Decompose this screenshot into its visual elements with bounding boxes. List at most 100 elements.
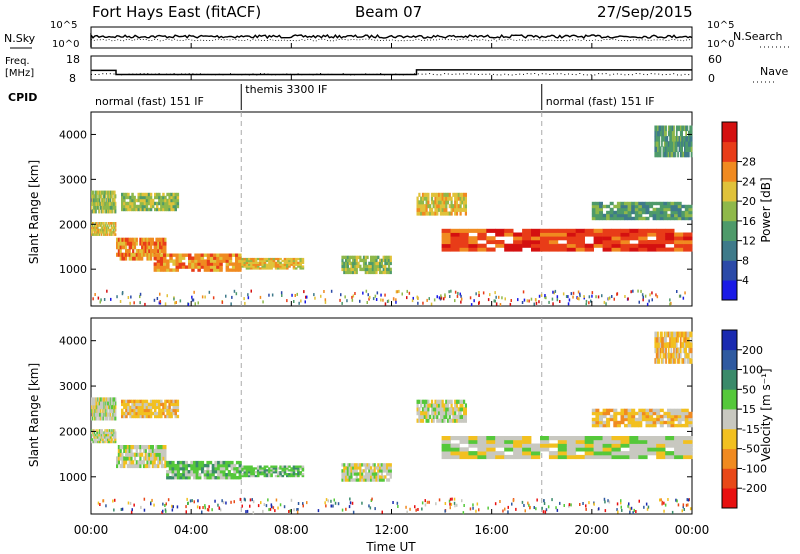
range-cell bbox=[688, 213, 693, 218]
range-cell bbox=[115, 222, 117, 225]
range-cell bbox=[103, 436, 105, 439]
range-cell bbox=[248, 267, 251, 270]
nave-point bbox=[646, 74, 648, 76]
ground-scatter-cell bbox=[414, 505, 416, 509]
range-cell bbox=[156, 411, 159, 416]
ground-scatter-cell bbox=[689, 507, 692, 511]
range-cell bbox=[154, 195, 157, 200]
range-cell bbox=[129, 414, 132, 419]
range-cell bbox=[113, 436, 115, 439]
range-cell bbox=[348, 472, 351, 476]
range-cell bbox=[108, 226, 110, 230]
range-cell bbox=[272, 471, 276, 474]
range-cell bbox=[129, 411, 132, 416]
range-cell bbox=[274, 474, 278, 478]
range-cell bbox=[448, 196, 451, 201]
range-cell bbox=[673, 125, 675, 132]
colorbar-swatch bbox=[722, 122, 737, 143]
range-cell bbox=[665, 232, 675, 237]
range-cell bbox=[184, 467, 188, 471]
range-cell bbox=[109, 431, 112, 435]
nave-point bbox=[609, 74, 611, 76]
range-cell bbox=[661, 358, 663, 364]
range-cell bbox=[357, 466, 360, 470]
ground-scatter-cell bbox=[380, 293, 382, 297]
range-cell bbox=[450, 443, 460, 448]
range-cell bbox=[420, 403, 423, 408]
range-cell bbox=[641, 408, 646, 413]
range-cell bbox=[345, 472, 348, 476]
range-cell bbox=[168, 201, 171, 206]
range-cell bbox=[654, 136, 657, 142]
range-cell bbox=[277, 473, 280, 476]
range-cell bbox=[425, 211, 428, 216]
range-cell bbox=[665, 240, 675, 245]
range-cell bbox=[107, 405, 109, 410]
range-cell bbox=[602, 236, 612, 241]
range-cell bbox=[98, 431, 100, 435]
range-cell bbox=[659, 201, 664, 206]
range-cell bbox=[362, 258, 366, 263]
range-cell bbox=[164, 445, 167, 450]
range-cell bbox=[688, 342, 690, 348]
range-cell bbox=[443, 403, 446, 408]
range-cell bbox=[387, 463, 391, 467]
range-cell bbox=[557, 243, 568, 248]
range-cell bbox=[627, 417, 632, 422]
ground-scatter-cell bbox=[119, 300, 122, 303]
range-cell bbox=[114, 433, 116, 437]
range-cell bbox=[245, 257, 249, 261]
ground-scatter-cell bbox=[156, 297, 159, 300]
range-cell bbox=[155, 237, 158, 242]
range-cell bbox=[102, 438, 104, 441]
range-cell bbox=[656, 201, 661, 206]
range-cell bbox=[443, 418, 446, 423]
range-cell bbox=[105, 224, 107, 227]
range-cell bbox=[230, 473, 234, 477]
range-cell bbox=[110, 408, 112, 413]
range-cell bbox=[434, 204, 437, 209]
range-cell bbox=[438, 418, 441, 423]
range-cell bbox=[149, 207, 153, 212]
range-cell bbox=[663, 130, 666, 137]
range-cell bbox=[174, 399, 177, 404]
ytick-label: 2000 bbox=[59, 218, 87, 231]
range-cell bbox=[441, 211, 444, 216]
range-cell bbox=[250, 259, 253, 263]
range-cell bbox=[133, 198, 136, 203]
range-cell bbox=[114, 194, 116, 199]
range-cell bbox=[137, 414, 140, 419]
range-cell bbox=[461, 414, 464, 419]
range-cell bbox=[647, 240, 657, 245]
range-cell bbox=[436, 411, 439, 416]
nave-point bbox=[631, 74, 633, 76]
ground-scatter-cell bbox=[478, 291, 480, 294]
range-cell bbox=[245, 469, 249, 472]
range-cell bbox=[575, 454, 585, 460]
nave-point bbox=[492, 73, 494, 75]
range-cell bbox=[143, 192, 147, 197]
ground-scatter-cell bbox=[440, 294, 442, 298]
range-cell bbox=[109, 405, 112, 410]
range-cell bbox=[678, 136, 681, 142]
range-cell bbox=[613, 216, 618, 221]
nave-point bbox=[151, 73, 153, 75]
range-cell bbox=[231, 262, 236, 266]
ground-scatter-cell bbox=[173, 297, 175, 301]
range-cell bbox=[143, 414, 147, 419]
range-cell bbox=[151, 463, 154, 469]
range-cell bbox=[609, 414, 614, 419]
range-cell bbox=[100, 224, 103, 227]
range-cell bbox=[101, 429, 103, 432]
ground-scatter-cell bbox=[201, 295, 204, 299]
range-cell bbox=[575, 243, 585, 248]
ground-scatter-cell bbox=[535, 507, 537, 511]
range-cell bbox=[156, 265, 161, 269]
ground-scatter-cell bbox=[116, 295, 118, 299]
range-cell bbox=[91, 228, 93, 232]
range-cell bbox=[281, 469, 285, 472]
range-cell bbox=[94, 433, 96, 437]
range-cell bbox=[153, 241, 156, 246]
range-cell bbox=[677, 414, 682, 419]
range-cell bbox=[162, 195, 165, 200]
